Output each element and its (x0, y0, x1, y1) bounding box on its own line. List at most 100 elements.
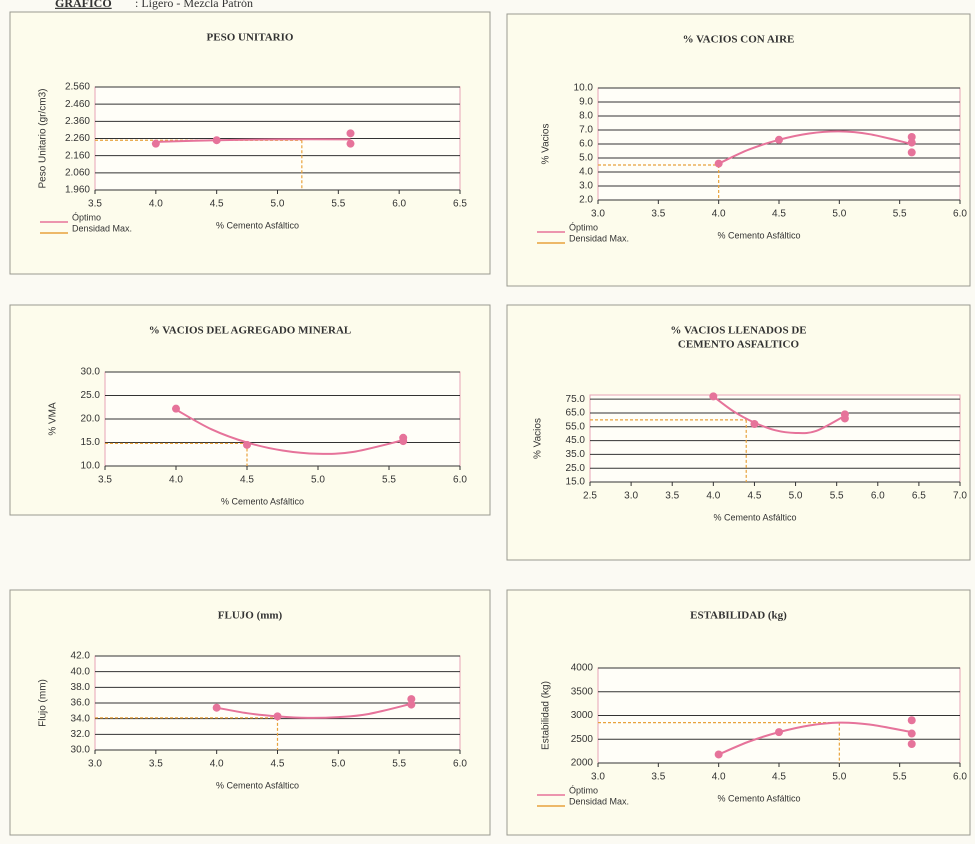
data-point (212, 703, 221, 712)
data-point (212, 136, 221, 145)
data-point (907, 148, 916, 157)
x-tick-label: 4.0 (712, 209, 726, 220)
chart-title: FLUJO (mm) (218, 610, 283, 622)
x-axis-label: % Cemento Asfáltico (717, 793, 800, 803)
data-point (907, 716, 916, 725)
chart-title: % VACIOS DEL AGREGADO MINERAL (149, 325, 352, 337)
chart-title: CEMENTO ASFALTICO (678, 339, 800, 351)
legend-label: Óptimo (569, 222, 598, 232)
x-tick-label: 5.0 (832, 209, 846, 220)
legend-label: Óptimo (72, 212, 101, 222)
x-axis-label: % Cemento Asfáltico (221, 496, 304, 506)
data-point (407, 700, 416, 709)
x-tick-label: 3.5 (651, 772, 665, 783)
data-point (714, 159, 723, 168)
x-tick-label: 4.0 (712, 772, 726, 783)
x-tick-label: 5.5 (893, 772, 907, 783)
y-tick-label: 15.0 (81, 437, 101, 448)
x-tick-label: 3.0 (624, 491, 638, 502)
y-tick-label: 3.0 (579, 181, 593, 192)
x-axis-label: % Cemento Asfáltico (216, 220, 299, 230)
data-point (907, 138, 916, 147)
y-tick-label: 1.960 (65, 185, 90, 196)
y-tick-label: 36.0 (71, 698, 91, 709)
x-axis-label: % Cemento Asfáltico (717, 230, 800, 240)
x-axis-label: % Cemento Asfáltico (713, 512, 796, 522)
data-point (907, 729, 916, 738)
data-point (709, 392, 718, 401)
y-tick-label: 5.0 (579, 153, 593, 164)
y-tick-label: 10.0 (574, 83, 594, 94)
x-tick-label: 4.0 (149, 199, 163, 210)
y-tick-label: 25.0 (566, 463, 586, 474)
x-tick-label: 3.5 (665, 491, 679, 502)
chart-title: % VACIOS CON AIRE (683, 34, 795, 46)
y-tick-label: 20.0 (81, 414, 101, 425)
y-tick-label: 42.0 (71, 651, 91, 662)
x-tick-label: 2.5 (583, 491, 597, 502)
x-tick-label: 6.0 (392, 199, 406, 210)
y-tick-label: 38.0 (71, 682, 91, 693)
y-tick-label: 25.0 (81, 390, 101, 401)
y-axis-label: % Vacios (541, 124, 552, 165)
y-tick-label: 6.0 (579, 139, 593, 150)
data-point (714, 750, 723, 759)
header-subtitle: : Ligero - Mezcla Patrón (135, 0, 253, 10)
x-tick-label: 5.0 (311, 475, 325, 486)
plot-area (589, 394, 961, 483)
fit-curve (155, 138, 351, 143)
data-point (907, 740, 916, 748)
x-tick-label: 6.0 (953, 772, 967, 783)
x-tick-label: 4.0 (210, 759, 224, 770)
x-tick-label: 3.5 (149, 759, 163, 770)
y-tick-label: 2.560 (65, 82, 90, 93)
fit-curve (712, 395, 846, 435)
data-point (840, 414, 849, 423)
y-tick-label: 3500 (571, 686, 594, 697)
y-tick-label: 2000 (571, 758, 594, 769)
x-tick-label: 6.0 (453, 759, 467, 770)
y-tick-label: 10.0 (81, 461, 101, 472)
fit-curve (216, 702, 412, 719)
x-tick-label: 4.5 (240, 475, 254, 486)
x-tick-label: 3.5 (98, 475, 112, 486)
legend-label: Densidad Max. (569, 233, 629, 243)
x-tick-label: 4.5 (772, 772, 786, 783)
x-tick-label: 3.0 (88, 759, 102, 770)
x-axis-label: % Cemento Asfáltico (216, 780, 299, 790)
legend-label: Óptimo (569, 785, 598, 795)
y-tick-label: 2500 (571, 734, 594, 745)
x-tick-label: 5.5 (830, 491, 844, 502)
data-point (243, 440, 251, 449)
data-point (907, 133, 916, 141)
y-tick-label: 2.260 (65, 133, 90, 144)
y-tick-label: 7.0 (579, 125, 593, 136)
y-tick-label: 15.0 (566, 477, 586, 488)
legend-label: Densidad Max. (569, 796, 629, 806)
y-tick-label: 4.0 (579, 167, 593, 178)
data-point (775, 728, 783, 737)
x-tick-label: 6.5 (453, 199, 467, 210)
x-tick-label: 6.0 (953, 209, 967, 220)
x-tick-label: 6.5 (912, 491, 926, 502)
header-title: GRAFICO (55, 0, 112, 10)
x-tick-label: 3.0 (591, 209, 605, 220)
x-tick-label: 6.0 (453, 475, 467, 486)
x-tick-label: 3.0 (591, 772, 605, 783)
data-point (399, 437, 408, 446)
y-axis-label: Flujo (mm) (38, 679, 49, 727)
x-tick-label: 7.0 (953, 491, 967, 502)
legend-label: Densidad Max. (72, 223, 132, 233)
y-axis-label: Peso Unitario (gr/cm3) (38, 88, 49, 188)
data-point (750, 420, 759, 428)
data-point (775, 135, 783, 144)
x-tick-label: 5.5 (331, 199, 345, 210)
y-tick-label: 8.0 (579, 111, 593, 122)
y-tick-label: 2.360 (65, 116, 90, 127)
chart-title: PESO UNITARIO (207, 32, 294, 44)
y-tick-label: 34.0 (71, 713, 91, 724)
y-tick-label: 55.0 (566, 421, 586, 432)
x-tick-label: 6.0 (871, 491, 885, 502)
chart-title: % VACIOS LLENADOS DE (670, 325, 806, 337)
